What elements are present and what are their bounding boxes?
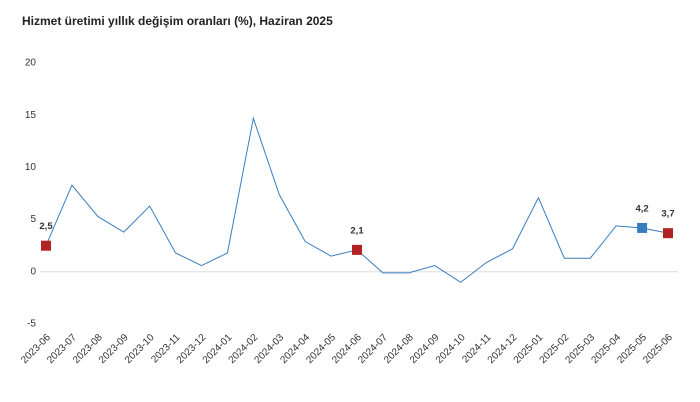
y-tick-label: -5 <box>27 319 36 330</box>
y-tick-label: 15 <box>25 110 37 121</box>
marker <box>663 228 673 239</box>
chart-title: Hizmet üretimi yıllık değişim oranları (… <box>22 14 333 28</box>
marker <box>41 240 51 251</box>
value-label: 3,7 <box>661 209 674 220</box>
line <box>45 116 669 283</box>
x-tick-label: 2025-06 <box>641 332 675 366</box>
marker <box>637 222 648 233</box>
value-label: 4,2 <box>635 203 648 214</box>
y-tick-label: 5 <box>30 214 36 225</box>
value-label: 2,5 <box>39 221 53 232</box>
y-tick-label: 10 <box>25 162 37 173</box>
marker <box>352 244 362 255</box>
y-tick-label: 0 <box>30 266 36 277</box>
y-tick-label: 20 <box>25 58 37 69</box>
value-label: 2,1 <box>350 225 364 236</box>
